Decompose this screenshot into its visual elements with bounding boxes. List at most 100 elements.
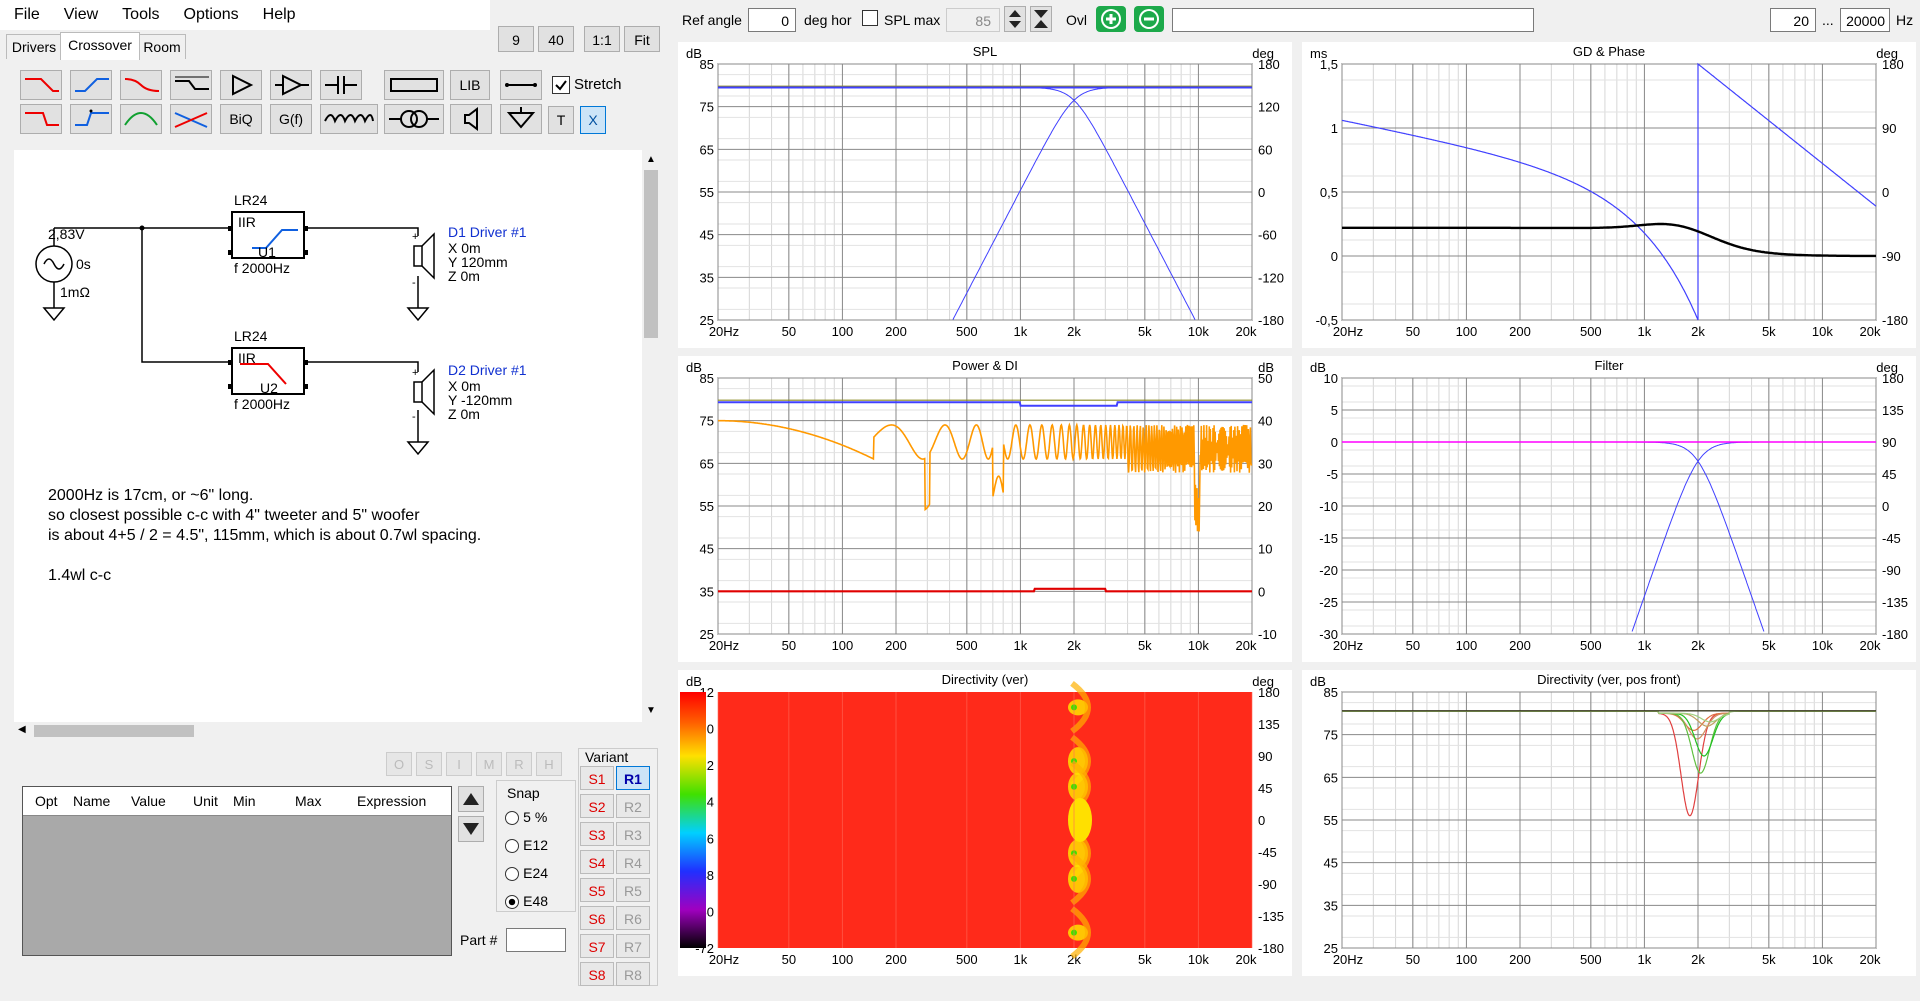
- variant-r1-button[interactable]: R1: [616, 766, 650, 790]
- tab-crossover[interactable]: Crossover: [60, 32, 140, 60]
- directivity-front-chart-panel[interactable]: Directivity (ver, pos front) dB 85 75 65 55 45…: [1302, 670, 1916, 976]
- allpass-tool-icon[interactable]: [120, 70, 162, 100]
- delete-tool-button[interactable]: X: [580, 106, 606, 134]
- freq-min-input[interactable]: 20: [1770, 8, 1816, 32]
- ref-angle-input[interactable]: 0: [748, 8, 796, 32]
- directivity-ver-chart-panel[interactable]: Directivity (ver)dBdeg120-12-24-36-48-60…: [678, 670, 1292, 976]
- tab-room[interactable]: Room: [138, 34, 186, 59]
- x-tick-label: 50: [782, 324, 796, 339]
- part-number-input[interactable]: [506, 928, 566, 952]
- menu-file[interactable]: File: [14, 6, 40, 23]
- variant-s3-button[interactable]: S3: [580, 822, 614, 846]
- variant-r6-button[interactable]: R6: [616, 906, 650, 930]
- snap-option-e48[interactable]: E48: [505, 893, 548, 910]
- optimizer-table[interactable]: Opt Name Value Unit Min Max Expression: [22, 786, 452, 956]
- shelf-tool-icon[interactable]: [170, 70, 212, 100]
- menu-options[interactable]: Options: [183, 6, 239, 23]
- speaker-tool-icon[interactable]: [450, 104, 492, 134]
- col-name[interactable]: Name: [73, 793, 111, 809]
- capacitor-tool-icon[interactable]: [320, 70, 362, 100]
- schematic-canvas[interactable]: + - + - 2,83V 0s 1mΩ LR24 IIR U1 f 2000Hz …: [14, 150, 642, 722]
- move-up-button[interactable]: [458, 786, 484, 812]
- variant-s2-button[interactable]: S2: [580, 794, 614, 818]
- filter-chart-panel[interactable]: Filter dB deg 10 5 0 -5 -10 -15 -20 -25 -30 180 135 90…: [1302, 356, 1916, 662]
- variant-r4-button[interactable]: R4: [616, 850, 650, 874]
- inductor-tool-icon[interactable]: [320, 104, 378, 134]
- highpass-2-tool-icon[interactable]: [70, 104, 112, 134]
- overlay-name-input[interactable]: [1172, 8, 1534, 32]
- snap-option-5pct[interactable]: 5 %: [505, 809, 547, 826]
- text-tool-button[interactable]: T: [548, 106, 574, 134]
- overlay-add-button[interactable]: [1096, 6, 1126, 32]
- variant-s7-button[interactable]: S7: [580, 934, 614, 958]
- spl-max-input[interactable]: 85: [946, 8, 1000, 32]
- lowpass-2-tool-icon[interactable]: [20, 104, 62, 134]
- transfer-function-button[interactable]: G(f): [270, 104, 312, 134]
- mode-r-button[interactable]: R: [506, 752, 532, 776]
- gd-phase-chart-panel[interactable]: GD & Phase ms deg 1,5 1 0,5 0 -0,5 180 90 0 -90 -180…: [1302, 42, 1916, 348]
- variant-r2-button[interactable]: R2: [616, 794, 650, 818]
- driver2-name[interactable]: D2 Driver #1: [448, 362, 527, 378]
- zoom-9-button[interactable]: 9: [498, 26, 534, 52]
- x-tick-label: 2k: [1067, 638, 1081, 653]
- col-max[interactable]: Max: [295, 793, 322, 809]
- freq-max-input[interactable]: 20000: [1840, 8, 1890, 32]
- driver1-name[interactable]: D1 Driver #1: [448, 224, 527, 240]
- col-min[interactable]: Min: [233, 793, 256, 809]
- notch-tool-icon[interactable]: [170, 104, 212, 134]
- menu-view[interactable]: View: [63, 6, 99, 23]
- move-down-button[interactable]: [458, 816, 484, 842]
- mode-h-button[interactable]: H: [536, 752, 562, 776]
- spl-spin-button[interactable]: [1004, 6, 1026, 32]
- variant-s4-button[interactable]: S4: [580, 850, 614, 874]
- scroll-down-icon[interactable]: ▼: [646, 705, 656, 716]
- mode-m-button[interactable]: M: [476, 752, 502, 776]
- variant-r3-button[interactable]: R3: [616, 822, 650, 846]
- lib-button[interactable]: LIB: [450, 70, 490, 100]
- snap-option-e24[interactable]: E24: [505, 865, 548, 882]
- mode-o-button[interactable]: O: [386, 752, 412, 776]
- mode-i-button[interactable]: I: [446, 752, 472, 776]
- variant-s1-button[interactable]: S1: [580, 766, 614, 790]
- schematic-vertical-scrollbar[interactable]: ▲ ▼: [642, 150, 660, 722]
- menu-help[interactable]: Help: [262, 6, 296, 23]
- variant-r5-button[interactable]: R5: [616, 878, 650, 902]
- spl-max-checkbox[interactable]: [862, 10, 878, 26]
- zoom-fit-button[interactable]: Fit: [624, 26, 660, 52]
- scroll-left-icon[interactable]: ◀: [18, 724, 26, 735]
- power-di-chart-panel[interactable]: Power & DI dB dB 85 75 65 55 45 35 25 50 40 30 20 10 0-…: [678, 356, 1292, 662]
- transformer-tool-icon[interactable]: [384, 104, 444, 134]
- snap-option-e12[interactable]: E12: [505, 837, 548, 854]
- variant-s8-button[interactable]: S8: [580, 962, 614, 986]
- bandpass-tool-icon[interactable]: [120, 104, 162, 134]
- vertical-scroll-thumb[interactable]: [644, 170, 658, 338]
- mode-s-button[interactable]: S: [416, 752, 442, 776]
- scroll-up-icon[interactable]: ▲: [646, 154, 656, 165]
- spl-auto-button[interactable]: [1030, 6, 1052, 32]
- col-expression[interactable]: Expression: [357, 793, 427, 809]
- variant-r8-button[interactable]: R8: [616, 962, 650, 986]
- horizontal-scroll-thumb[interactable]: [34, 725, 194, 737]
- schematic-horizontal-scrollbar[interactable]: ◀: [14, 722, 660, 740]
- variant-s6-button[interactable]: S6: [580, 906, 614, 930]
- variant-s5-button[interactable]: S5: [580, 878, 614, 902]
- ground-tool-icon[interactable]: [500, 104, 542, 134]
- zoom-1-1-button[interactable]: 1:1: [584, 26, 620, 52]
- lowpass-tool-icon[interactable]: [20, 70, 62, 100]
- overlay-remove-button[interactable]: [1134, 6, 1164, 32]
- amplifier-tool-icon[interactable]: [220, 70, 262, 100]
- stretch-checkbox[interactable]: [552, 76, 570, 94]
- variant-r7-button[interactable]: R7: [616, 934, 650, 958]
- col-unit[interactable]: Unit: [193, 793, 218, 809]
- spl-chart-panel[interactable]: SPL dB deg 85 75 65 55 45 35 25 180 120 60 0 -60 -120 -1…: [678, 42, 1292, 348]
- col-value[interactable]: Value: [131, 793, 166, 809]
- highpass-tool-icon[interactable]: [70, 70, 112, 100]
- zoom-40-button[interactable]: 40: [538, 26, 574, 52]
- wire-tool-icon[interactable]: [500, 70, 542, 100]
- col-opt[interactable]: Opt: [35, 793, 58, 809]
- tab-drivers[interactable]: Drivers: [6, 34, 62, 59]
- menu-tools[interactable]: Tools: [122, 6, 160, 23]
- biquad-button[interactable]: BiQ: [220, 104, 262, 134]
- buffer-tool-icon[interactable]: [270, 70, 312, 100]
- resistor-tool-icon[interactable]: [384, 70, 444, 100]
